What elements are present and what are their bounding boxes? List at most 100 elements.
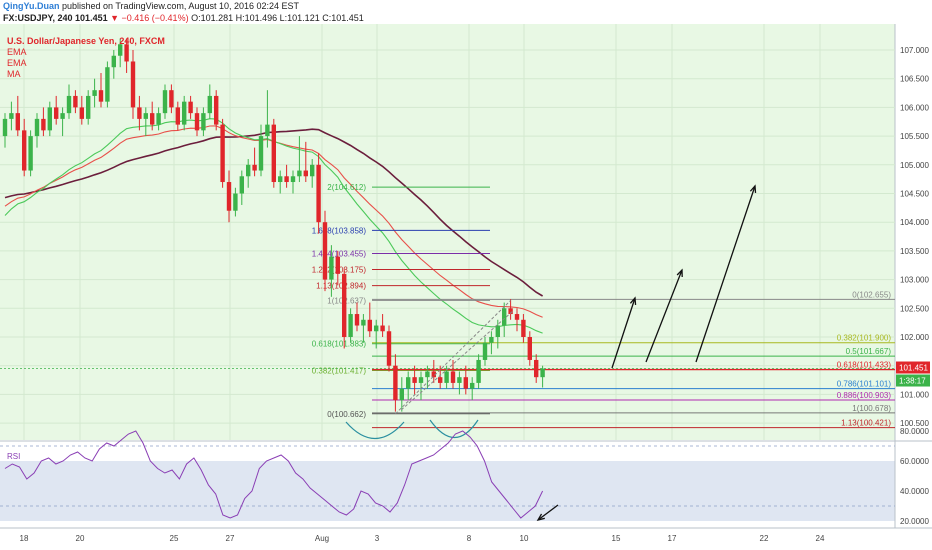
candle-body [450, 371, 456, 383]
candle-body [342, 273, 347, 337]
candle-body [322, 222, 328, 280]
candle-body [438, 377, 443, 383]
candle-body [220, 124, 225, 183]
rsi-title: RSI [7, 452, 20, 461]
candle-body [182, 101, 187, 125]
candle-body [540, 368, 545, 378]
candle-body [246, 164, 251, 177]
time-tick-label: 17 [668, 534, 677, 543]
candle-body [278, 176, 283, 183]
candle-body [2, 118, 8, 137]
candle-body [508, 308, 513, 315]
projection-arrow [536, 504, 559, 522]
time-tick-label: 25 [170, 534, 179, 543]
time-tick-label: 8 [467, 534, 472, 543]
candle-body [431, 371, 436, 378]
candle-body [66, 95, 72, 114]
fib-ext-label: 1.414(103.455) [312, 249, 367, 258]
rsi-tick-label: 40.0000 [900, 487, 929, 496]
candle-body [374, 325, 379, 332]
fib-ret-label: 0(102.655) [852, 290, 891, 299]
candle-body [482, 342, 488, 360]
candle-body [502, 308, 507, 326]
candle-body [169, 90, 174, 108]
author-link[interactable]: QingYu.Duan [3, 1, 60, 11]
fib-ext-label: 1(102.637) [327, 296, 366, 305]
price-tick-label: 101.000 [900, 390, 929, 399]
price-tick-label: 104.000 [900, 218, 929, 227]
candle-body [54, 107, 59, 119]
candle-body [201, 113, 206, 131]
ohlc-values: O:101.281 H:101.496 L:101.121 C:101.451 [191, 13, 364, 23]
candle-body [514, 314, 520, 320]
candle-body [137, 107, 142, 119]
time-tick-label: 27 [226, 534, 235, 543]
chart-title: U.S. Dollar/Japanese Yen, 240, FXCM [7, 36, 165, 46]
candle-body [194, 113, 200, 131]
price-change: ▼ −0.416 (−0.41%) [110, 13, 189, 23]
candle-body [130, 61, 136, 108]
candle-body [534, 359, 539, 378]
fib-ret-label: 0.618(101.433) [837, 361, 892, 370]
candle-body [284, 176, 289, 183]
price-tick-label: 106.000 [900, 103, 929, 112]
candle-body [233, 193, 238, 211]
candle-body [495, 325, 500, 337]
candle-body [271, 124, 276, 183]
candle-body [316, 164, 321, 223]
candle-body [335, 256, 340, 274]
arrow-shaft [611, 297, 636, 369]
price-tick-label: 105.500 [900, 132, 929, 141]
price-tick-label: 103.000 [900, 276, 929, 285]
candle-body [111, 55, 116, 68]
time-tick-label: 22 [760, 534, 769, 543]
candle-body [214, 95, 219, 125]
candle-body [354, 314, 360, 326]
time-tick-label: Aug [315, 534, 329, 543]
candle-body [124, 44, 129, 62]
rsi-tick-label: 80.0000 [900, 427, 929, 436]
candle-body [380, 325, 385, 332]
arrow-head [749, 184, 757, 194]
fib-ext-label: 0.618(101.883) [312, 340, 367, 349]
candle-body [348, 314, 353, 337]
candle-body [457, 377, 462, 383]
candle-body [252, 164, 257, 171]
candle-body [92, 90, 97, 96]
candle-body [489, 337, 494, 343]
candle-body [418, 377, 424, 383]
candle-body [476, 359, 481, 383]
time-tick-label: 18 [20, 534, 29, 543]
trend-channel-line [395, 300, 511, 415]
candle-body [470, 382, 475, 389]
candle-body [150, 113, 155, 125]
arrow-shaft [695, 185, 756, 363]
legend-ema-1: EMA [7, 47, 27, 57]
projection-arrow [645, 268, 683, 363]
candle-body [175, 107, 180, 125]
candle-body [399, 388, 404, 401]
candle-body [60, 113, 65, 119]
chart-header: QingYu.Duan published on TradingView.com… [0, 0, 932, 24]
candle-body [34, 118, 40, 137]
candle-body [386, 331, 392, 366]
legend-ema-2: EMA [7, 58, 27, 68]
fib-ret-label: 0.886(100.903) [837, 391, 892, 400]
price-tick-label: 107.000 [900, 46, 929, 55]
candle-body [207, 95, 212, 114]
price-tick-label: 103.500 [900, 247, 929, 256]
fib-ret-label: 0.382(101.900) [837, 334, 892, 343]
rsi-tick-label: 20.0000 [900, 517, 929, 526]
bottom-curve [345, 421, 405, 439]
rsi-band [0, 461, 895, 521]
candle-body [329, 256, 334, 280]
candle-body [15, 113, 20, 131]
fib-ret-label: 1(100.678) [852, 404, 891, 413]
candle-body [444, 371, 449, 383]
candle-body [406, 377, 411, 389]
fib-ext-label: 2(104.612) [327, 183, 366, 192]
candle-body [86, 95, 91, 119]
bottom-curve [429, 419, 479, 438]
projection-arrow [695, 184, 757, 363]
